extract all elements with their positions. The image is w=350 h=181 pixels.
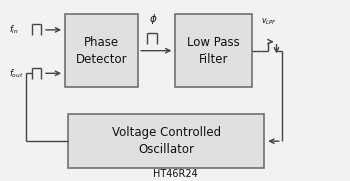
Bar: [68, 114, 264, 168]
Text: $\phi$: $\phi$: [149, 12, 157, 26]
Text: Phase
Detector: Phase Detector: [76, 36, 127, 66]
Text: Voltage Controlled
Oscillator: Voltage Controlled Oscillator: [112, 126, 221, 156]
Text: $f_{in}$: $f_{in}$: [9, 24, 19, 36]
Bar: [175, 14, 252, 87]
Text: Low Pass
Filter: Low Pass Filter: [187, 36, 240, 66]
Bar: [65, 14, 138, 87]
Text: HT46R24: HT46R24: [153, 169, 197, 179]
Text: $f_{out}$: $f_{out}$: [9, 67, 23, 80]
Text: $v_{LPF}$: $v_{LPF}$: [261, 16, 276, 27]
